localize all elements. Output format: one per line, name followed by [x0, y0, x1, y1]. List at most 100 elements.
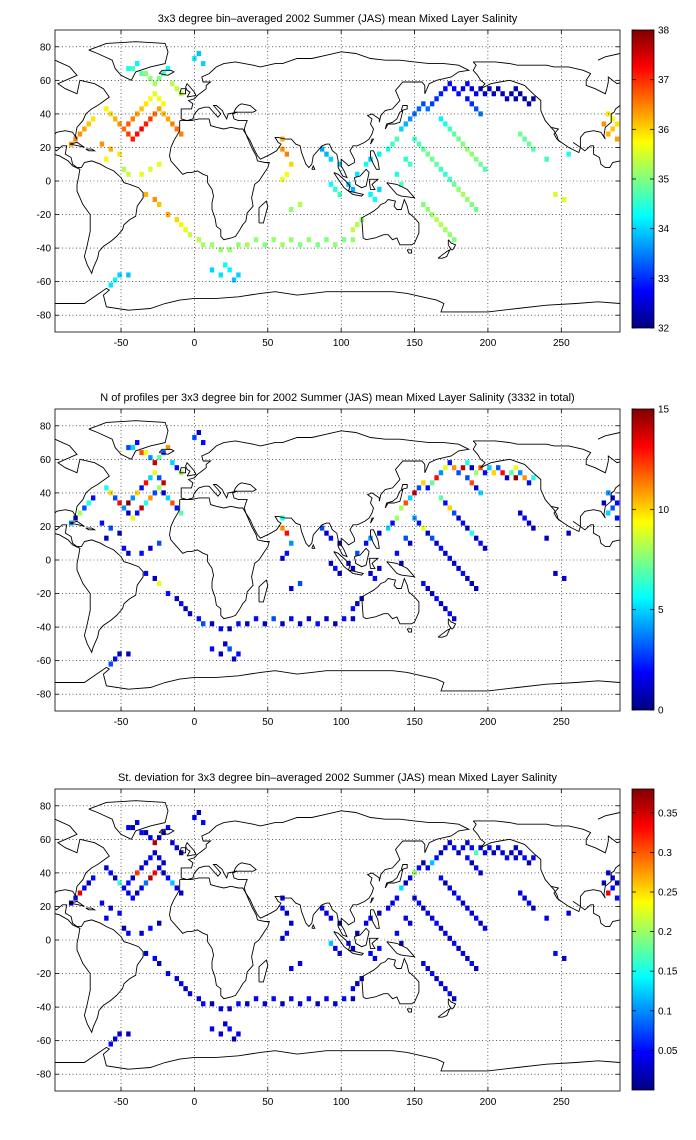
data-cell: [531, 146, 536, 152]
data-cell: [183, 986, 188, 992]
data-cell: [438, 545, 444, 551]
coastline: [258, 579, 269, 603]
coastline: [579, 864, 620, 928]
data-cell: [201, 820, 206, 826]
data-cell: [566, 910, 571, 916]
data-cell: [174, 505, 179, 511]
data-cell: [350, 237, 356, 243]
data-cell: [425, 151, 430, 157]
data-cell: [306, 616, 312, 622]
data-cell: [209, 1001, 215, 1007]
data-cell: [407, 540, 413, 546]
colorbar-tick-label: 5: [658, 605, 664, 616]
data-cell: [456, 136, 461, 142]
data-cell: [152, 470, 157, 476]
data-cell: [152, 460, 157, 466]
data-cell: [126, 930, 131, 936]
coastline: [370, 517, 375, 524]
data-cell: [280, 176, 285, 182]
data-cell: [143, 500, 149, 506]
data-cell: [121, 545, 127, 551]
coastline: [258, 200, 269, 224]
data-cell: [513, 855, 518, 861]
data-cell: [328, 181, 334, 187]
data-cell: [148, 76, 153, 82]
panel-title: St. deviation for 3x3 degree bin–average…: [118, 772, 558, 784]
data-cell: [606, 510, 611, 516]
data-cell: [421, 146, 426, 152]
data-cell: [416, 865, 422, 871]
data-cell: [284, 910, 290, 916]
data-cell: [117, 151, 122, 157]
data-cell: [500, 91, 505, 97]
data-cell: [236, 651, 241, 657]
y-tick-label: 80: [40, 42, 52, 53]
data-cell: [134, 131, 140, 137]
data-cell: [377, 530, 382, 536]
data-cell: [544, 915, 549, 921]
data-cell: [447, 885, 452, 891]
data-cell: [451, 86, 457, 92]
data-cell: [465, 475, 470, 481]
data-cell: [434, 217, 439, 223]
data-cell: [553, 950, 558, 956]
colorbar-tick-label: 10: [658, 505, 670, 516]
data-cell: [179, 601, 184, 607]
data-cell: [438, 925, 444, 931]
coastline: [370, 138, 375, 145]
data-cell: [245, 621, 250, 627]
data-cell: [460, 845, 466, 851]
data-cell: [478, 111, 483, 117]
data-cell: [262, 621, 268, 627]
data-cell: [504, 96, 510, 102]
colorbar-tick-label: 0.3: [658, 848, 672, 859]
data-cell: [174, 596, 179, 602]
data-cell: [170, 880, 175, 886]
data-cell: [112, 1036, 118, 1042]
data-cell: [531, 96, 536, 102]
data-cell: [372, 575, 378, 581]
data-cell: [350, 945, 356, 951]
data-cell: [104, 156, 109, 162]
coastline: [69, 520, 85, 527]
coastline: [370, 909, 380, 929]
panel-title: N of profiles per 3x3 degree bin for 200…: [100, 392, 574, 404]
data-cell: [112, 656, 118, 662]
data-cell: [108, 905, 113, 911]
x-tick-label: 0: [192, 338, 198, 349]
data-cell: [170, 81, 175, 87]
data-cell: [447, 611, 452, 617]
plot-area: [55, 409, 620, 711]
data-cell: [460, 520, 466, 526]
data-cell: [491, 91, 496, 97]
x-tick-label: 50: [262, 717, 274, 728]
data-cell: [227, 1006, 232, 1012]
panel-title: 3x3 degree bin–averaged 2002 Summer (JAS…: [158, 13, 518, 25]
data-cell: [130, 825, 135, 831]
data-cell: [531, 855, 536, 861]
x-tick-label: 200: [480, 717, 497, 728]
data-cell: [451, 237, 457, 243]
data-cell: [112, 495, 118, 501]
y-tick-label: 60: [40, 76, 52, 87]
data-cell: [438, 91, 444, 97]
data-cell: [421, 860, 426, 866]
data-cell: [117, 121, 122, 127]
data-cell: [487, 845, 492, 851]
data-cell: [390, 900, 395, 906]
plot-area: [55, 789, 620, 1091]
data-cell: [152, 575, 157, 581]
x-tick-label: 100: [333, 338, 350, 349]
data-cell: [460, 191, 466, 197]
data-cell: [324, 530, 329, 536]
coastline: [55, 59, 144, 275]
data-cell: [328, 915, 334, 921]
data-cell: [473, 586, 479, 592]
data-cell: [377, 186, 382, 192]
data-cell: [416, 900, 422, 906]
colorbar-gradient: [632, 409, 654, 710]
coastline: [88, 41, 169, 81]
coastline: [233, 482, 257, 492]
data-cell: [130, 875, 135, 881]
data-cell: [130, 445, 135, 451]
